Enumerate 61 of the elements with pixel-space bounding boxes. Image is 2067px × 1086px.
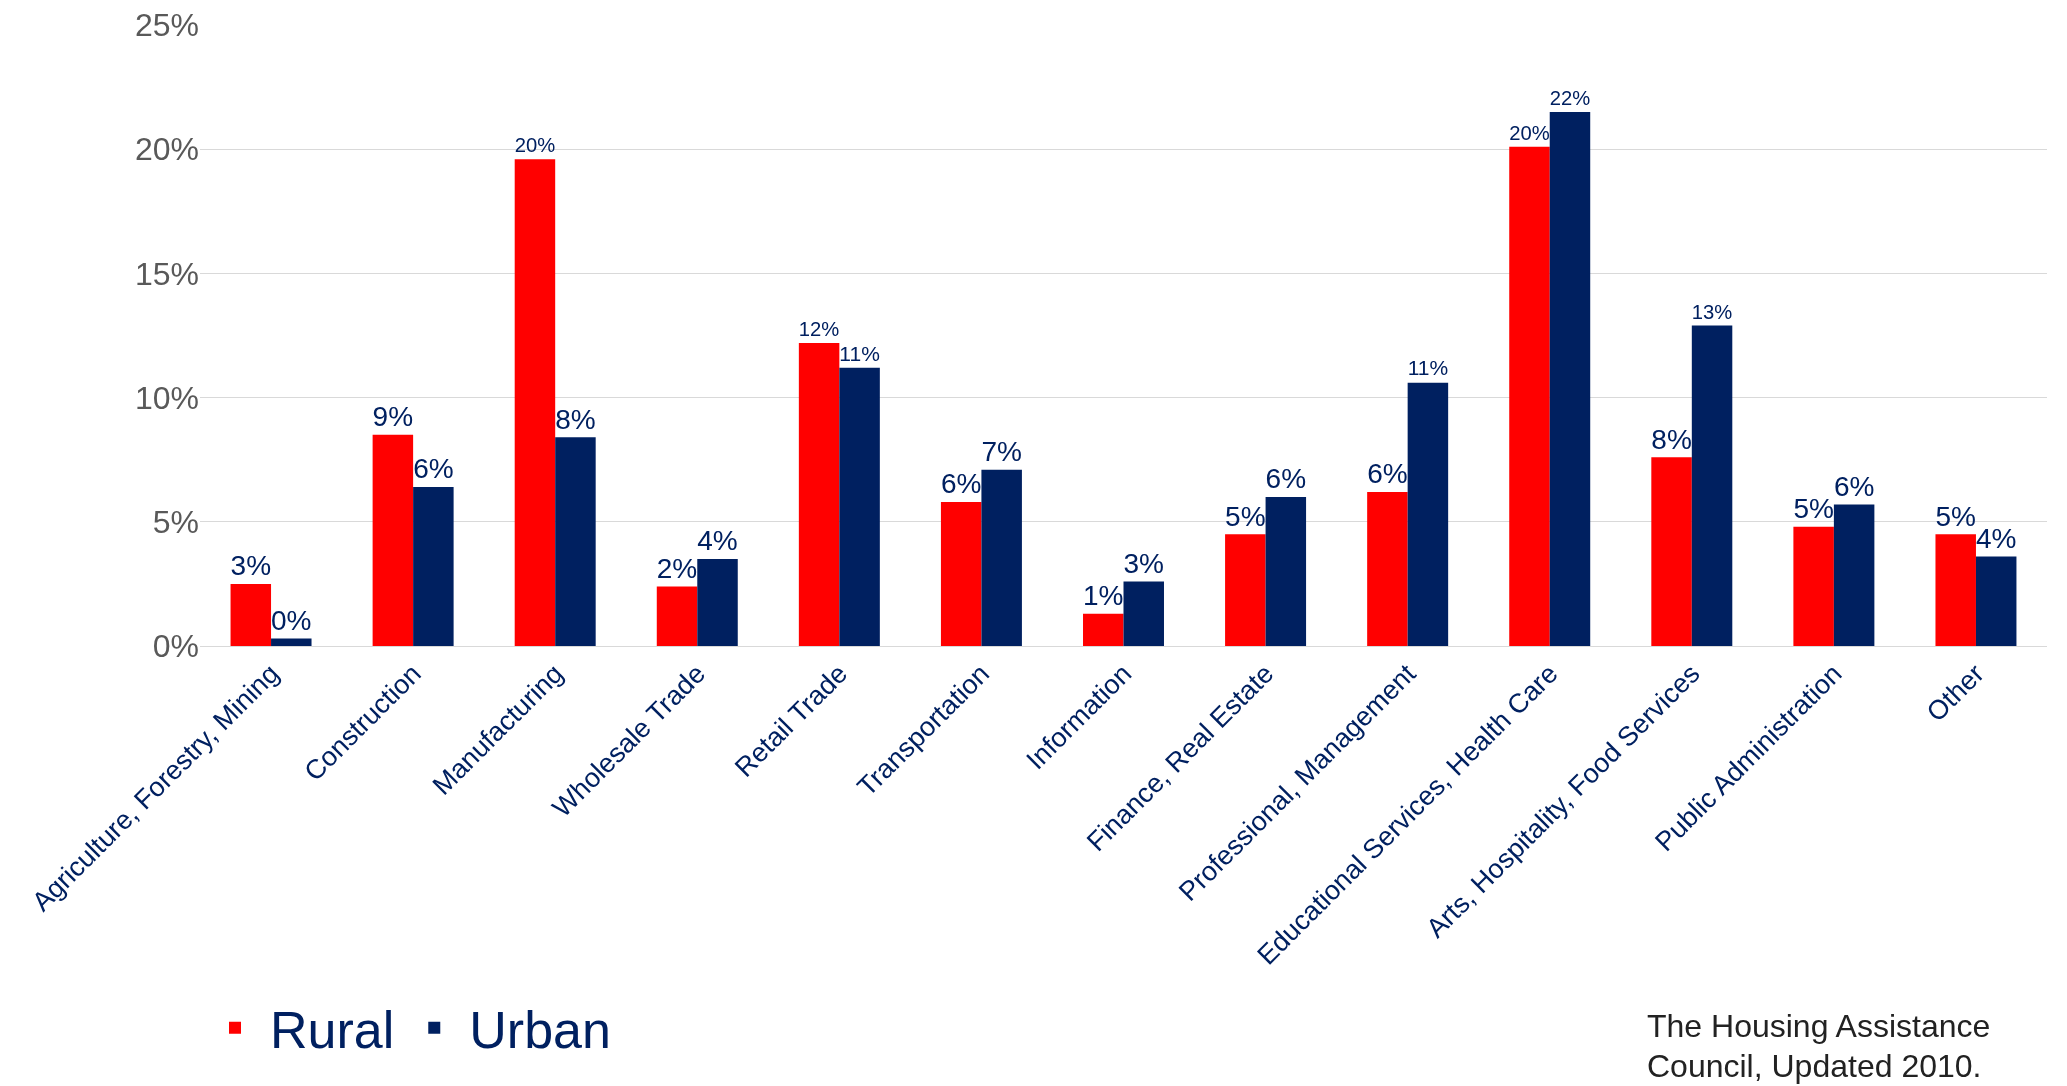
data-label: 20% [514, 134, 556, 157]
text: The Housing Assistance Council, Updated 2010. [1647, 1007, 1992, 1086]
bar [1651, 457, 1692, 646]
legend-label: Urban [469, 1001, 611, 1060]
data-label: 6% [1367, 458, 1408, 490]
data-label: 4% [1975, 522, 2017, 554]
bar [1265, 496, 1307, 646]
bar [514, 159, 556, 646]
legend-label: Rural [270, 1001, 395, 1060]
bar [1549, 111, 1591, 646]
bar [1123, 581, 1164, 646]
data-label: 6% [413, 453, 454, 485]
bar [839, 367, 880, 646]
data-label: 11% [1407, 356, 1449, 380]
data-label: 22% [1549, 86, 1591, 109]
data-label: 6% [1833, 470, 1875, 502]
bar [1367, 491, 1408, 646]
y-tick-label: 0% [152, 628, 199, 665]
bar [1509, 146, 1550, 646]
data-label: 5% [1935, 500, 1976, 532]
bar [1833, 504, 1875, 646]
bar [1407, 382, 1449, 646]
data-label: 9% [372, 401, 414, 433]
bar [1083, 613, 1124, 646]
bar [981, 469, 1022, 646]
bar [1793, 526, 1834, 646]
data-label: 8% [1651, 423, 1692, 455]
data-label: 1% [1083, 580, 1124, 612]
data-label: 12% [798, 317, 840, 340]
y-tick-label: 20% [134, 131, 199, 168]
bar [230, 583, 272, 646]
data-label: 3% [230, 550, 272, 582]
data-label: 20% [1509, 121, 1550, 144]
bar [1935, 534, 1976, 646]
bar [555, 437, 596, 646]
y-tick-label: 5% [152, 504, 199, 540]
data-label: 5% [1225, 500, 1266, 532]
data-label: 13% [1691, 300, 1733, 323]
bar [372, 434, 414, 646]
data-label: 2% [656, 552, 698, 584]
data-label: 0% [271, 604, 312, 636]
bar [1975, 556, 2017, 646]
bar [940, 501, 982, 646]
data-label: 4% [697, 525, 738, 557]
bar [656, 586, 698, 646]
data-label: 8% [555, 403, 596, 435]
bar [271, 638, 312, 646]
data-label: 5% [1793, 493, 1834, 525]
data-label: 3% [1123, 547, 1164, 579]
y-tick-label: 25% [134, 7, 199, 44]
bar [1691, 325, 1733, 646]
bar [697, 559, 738, 646]
bar [798, 342, 840, 646]
bar [1225, 534, 1266, 646]
data-label: 6% [940, 468, 982, 500]
data-label: 11% [839, 341, 880, 365]
y-tick-label: 15% [134, 255, 199, 292]
data-label: 6% [1265, 463, 1307, 495]
y-tick-label: 10% [134, 379, 199, 416]
data-label: 7% [981, 436, 1022, 468]
bar [413, 487, 454, 646]
